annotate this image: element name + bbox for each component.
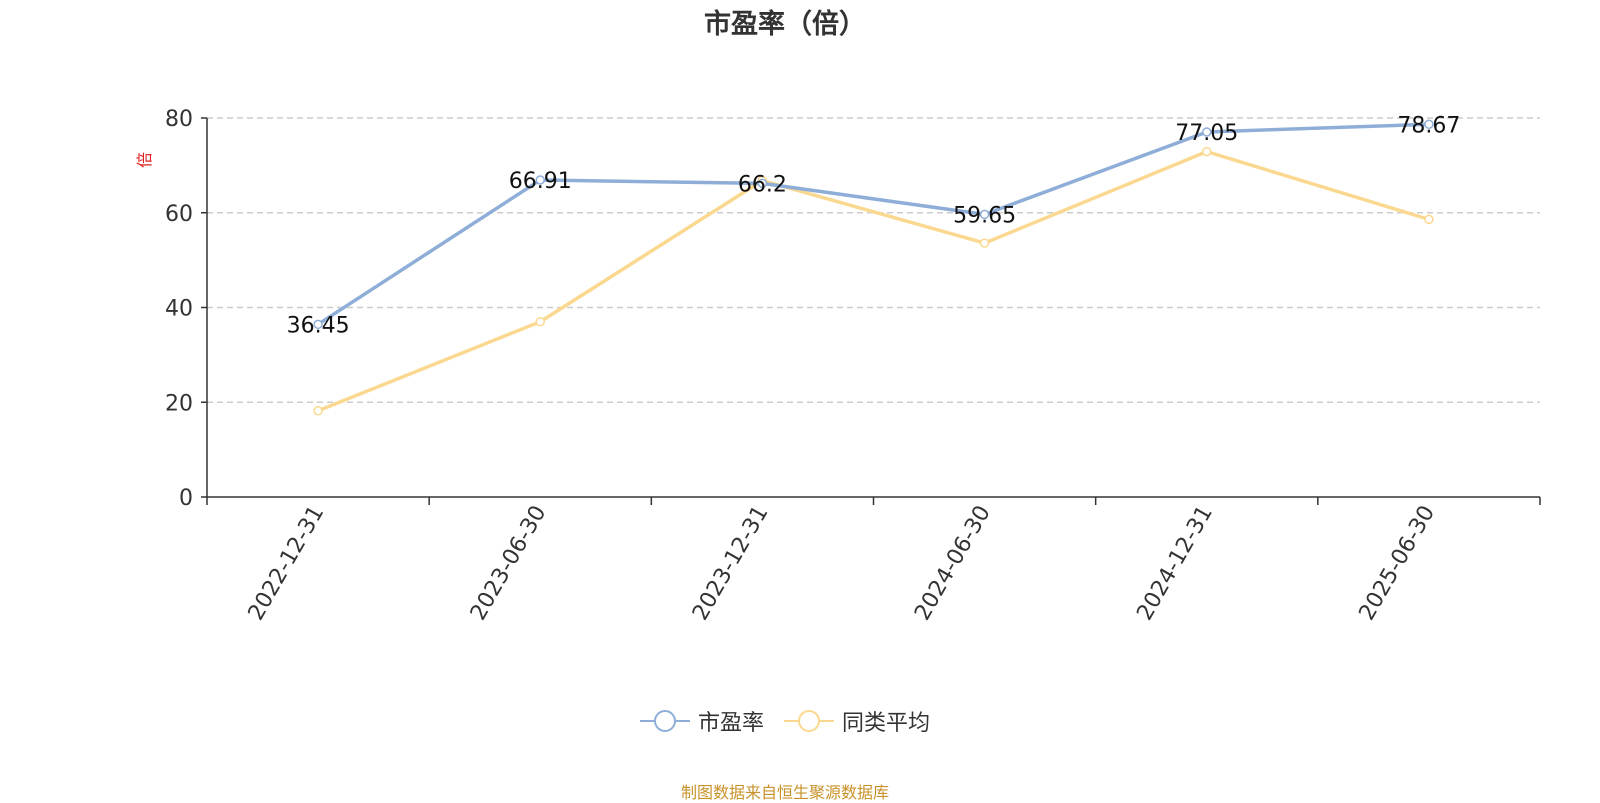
data-point	[1202, 146, 1212, 157]
data-point	[535, 175, 545, 185]
data-label: 66.91	[509, 169, 572, 194]
y-axis-label: 倍	[135, 152, 154, 168]
y-tick-label: 80	[165, 107, 193, 132]
x-tick-label: 2024-06-30	[910, 501, 996, 624]
data-point	[757, 178, 768, 189]
data-label: 59.65	[953, 203, 1016, 228]
x-tick-label: 2022-12-31	[244, 502, 330, 625]
legend-item-pe[interactable]: 市盈率	[639, 705, 764, 737]
legend: 市盈率 同类平均	[0, 705, 1570, 737]
chart-title: 市盈率（倍）	[704, 9, 866, 40]
y-tick-label: 40	[165, 297, 193, 322]
data-point	[1424, 119, 1434, 130]
legend-swatch-peer-avg	[784, 710, 834, 732]
data-label: 66.2	[738, 172, 787, 197]
y-tick-label: 20	[165, 391, 193, 416]
data-point	[1424, 214, 1434, 225]
data-label: 77.05	[1175, 121, 1238, 146]
data-point	[313, 406, 323, 416]
data-label: 36.45	[287, 313, 350, 338]
data-point	[1202, 127, 1212, 137]
series-line-1	[317, 149, 1430, 413]
legend-label-peer-avg: 同类平均	[842, 711, 931, 736]
legend-label-pe: 市盈率	[697, 711, 764, 736]
x-tick-label: 2025-06-30	[1355, 502, 1441, 625]
y-tick-label: 0	[179, 486, 193, 511]
data-point	[313, 319, 323, 330]
legend-item-peer-avg[interactable]: 同类平均	[784, 705, 930, 737]
source-note: 制图数据来自恒生聚源数据库	[680, 783, 889, 802]
data-point	[535, 316, 545, 327]
data-label: 78.67	[1397, 113, 1460, 138]
y-tick-label: 60	[165, 202, 193, 227]
x-tick-label: 2024-12-31	[1132, 502, 1218, 625]
data-point	[979, 238, 990, 248]
x-tick-label: 2023-12-31	[688, 502, 774, 625]
data-point	[979, 209, 990, 220]
series-line-0	[317, 122, 1429, 326]
x-tick-label: 2023-06-30	[466, 502, 552, 625]
legend-swatch-pe	[639, 710, 690, 732]
